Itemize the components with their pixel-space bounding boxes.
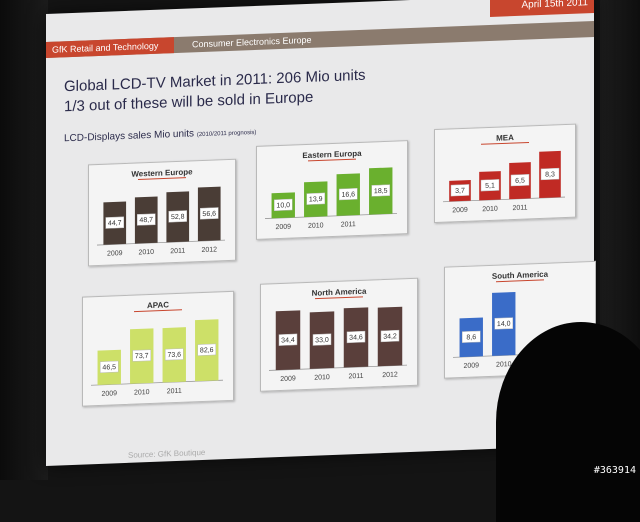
data-label-box: [274, 198, 293, 211]
data-label-mea-3: 8,3: [545, 171, 555, 178]
data-label-box: [168, 210, 187, 223]
header-bar: GfK Retail and Technology Consumer Elect…: [46, 20, 594, 58]
chart-apac: APAC 46,5 73,7 73,6 82,6 2009 2010 2011: [91, 300, 223, 398]
data-label-western-europe-1: 48,7: [139, 217, 153, 225]
data-label-north-america-0: 34,4: [281, 337, 295, 345]
chart-western-europe: Western Europe 44,7 48,7 52,8 56,6 2009 2010 20…: [97, 167, 225, 258]
data-label-western-europe-2: 52,8: [171, 214, 185, 222]
subtitle-note: (2010/2011 prognosis): [196, 129, 257, 139]
chart-panel-eastern-europa: Eastern Europa 10,0 13,9 16,6 18,5 2009 2010 20…: [256, 140, 408, 240]
tick-label-eastern-europa-1: 2010: [308, 222, 324, 230]
tick-label-eastern-europa-0: 2009: [275, 224, 291, 232]
chart-mea: MEA 3,7 5,1 6,5 8,3 2009 2010 2011: [443, 133, 565, 215]
data-label-apac-1: 73,7: [135, 353, 149, 361]
tick-label-apac-1: 2010: [134, 389, 150, 397]
chart-panel-north-america: North America 34,4 33,0 34,6 34,2 2009 2010 201…: [260, 277, 418, 392]
chart-title-apac: APAC: [147, 300, 169, 310]
data-label-eastern-europa-3: 18,5: [374, 188, 388, 196]
data-label-box: [380, 329, 400, 343]
data-label-box: [306, 192, 325, 205]
data-label-box: [200, 207, 219, 220]
tick-label-western-europe-2: 2011: [170, 248, 185, 256]
tick-label-western-europe-1: 2010: [138, 249, 154, 257]
data-label-box: [510, 174, 530, 187]
room-wall-left: [0, 0, 48, 480]
data-label-mea-0: 3,7: [455, 188, 465, 195]
chart-panel-mea: MEA 3,7 5,1 6,5 8,3 2009 2010 2011: [434, 123, 576, 224]
chart-north-america: North America 34,4 33,0 34,6 34,2 2009 2010 201…: [269, 287, 407, 383]
data-label-box: [132, 349, 151, 362]
tick-label-north-america-2: 2011: [348, 373, 363, 381]
data-label-box: [197, 343, 216, 356]
tick-label-eastern-europa-2: 2011: [341, 221, 356, 229]
data-label-north-america-3: 34,2: [383, 333, 397, 341]
source-note: Source: GfK Boutique: [128, 447, 206, 460]
data-label-box: [540, 167, 560, 181]
chart-title-western-europe: Western Europe: [131, 167, 193, 178]
data-label-south-america-1: 14,0: [497, 321, 511, 329]
tick-label-north-america-3: 2012: [382, 371, 398, 379]
tick-label-south-america-1: 2010: [496, 361, 512, 369]
watermark: #363914: [593, 465, 636, 476]
tick-label-mea-0: 2009: [452, 207, 468, 215]
data-label-apac-0: 46,5: [102, 364, 116, 372]
chart-title-underline: [138, 177, 186, 180]
chart-title-underline: [308, 158, 356, 162]
chart-title-south-america: South America: [492, 270, 549, 281]
data-label-box: [371, 184, 390, 197]
chart-title-underline: [315, 296, 363, 300]
data-label-box: [137, 213, 156, 226]
data-label-western-europe-3: 56,6: [202, 211, 216, 219]
chart-panel-western-europe: Western Europe 44,7 48,7 52,8 56,6 2009 2010 20…: [88, 158, 236, 267]
data-label-mea-1: 5,1: [485, 183, 495, 190]
section-label: Consumer Electronics Europe: [192, 34, 312, 50]
tick-label-western-europe-0: 2009: [107, 250, 123, 258]
data-label-box: [312, 333, 332, 346]
date-tab: April 15th 2011: [490, 0, 594, 17]
data-label-western-europe-0: 44,7: [108, 220, 122, 228]
data-label-eastern-europa-2: 16,6: [341, 191, 355, 199]
chart-title-eastern-europa: Eastern Europa: [302, 149, 362, 160]
data-label-mea-2: 6,5: [515, 177, 525, 184]
tick-label-mea-2: 2011: [512, 204, 527, 212]
data-label-box: [494, 317, 513, 330]
org-label: GfK Retail and Technology: [46, 37, 174, 58]
slide-title: Global LCD-TV Market in 2011: 206 Mio un…: [64, 66, 366, 118]
data-label-south-america-0: 8,6: [466, 334, 476, 341]
data-label-box: [462, 330, 481, 343]
data-label-eastern-europa-1: 13,9: [309, 196, 323, 204]
tick-label-western-europe-3: 2012: [201, 246, 217, 254]
chart-eastern-europa: Eastern Europa 10,0 13,9 16,6 18,5 2009 2010 20…: [265, 149, 397, 232]
data-label-apac-2: 73,6: [167, 352, 181, 360]
chart-title-underline: [481, 141, 529, 145]
tick-label-mea-1: 2010: [482, 206, 498, 214]
tick-label-apac-2: 2011: [167, 388, 182, 396]
tick-label-south-america-0: 2009: [463, 362, 479, 370]
chart-title-mea: MEA: [496, 133, 514, 143]
tick-label-north-america-0: 2009: [280, 375, 296, 383]
chart-title-underline: [496, 279, 544, 283]
slide-subtitle: LCD-Displays sales Mio units (2010/2011 …: [64, 126, 256, 144]
data-label-box: [165, 348, 184, 361]
data-label-north-america-2: 34,6: [349, 334, 363, 342]
data-label-box: [450, 184, 470, 197]
tick-label-apac-0: 2009: [101, 390, 117, 398]
data-label-eastern-europa-0: 10,0: [276, 202, 290, 210]
data-label-box: [105, 216, 124, 229]
data-label-box: [278, 333, 298, 346]
data-label-box: [339, 188, 358, 201]
data-label-box: [100, 360, 119, 373]
subtitle-text: LCD-Displays sales Mio units: [64, 128, 195, 145]
data-label-north-america-1: 33,0: [315, 337, 329, 345]
chart-title-underline: [134, 309, 182, 313]
chart-title-north-america: North America: [312, 287, 367, 298]
data-label-box: [346, 330, 366, 344]
projected-slide: April 15th 2011 GfK Retail and Technolog…: [46, 0, 596, 466]
data-label-apac-3: 82,6: [200, 347, 214, 355]
data-label-box: [480, 179, 500, 192]
chart-panel-apac: APAC 46,5 73,7 73,6 82,6 2009 2010 2011: [82, 290, 234, 407]
tick-label-north-america-1: 2010: [314, 374, 330, 382]
